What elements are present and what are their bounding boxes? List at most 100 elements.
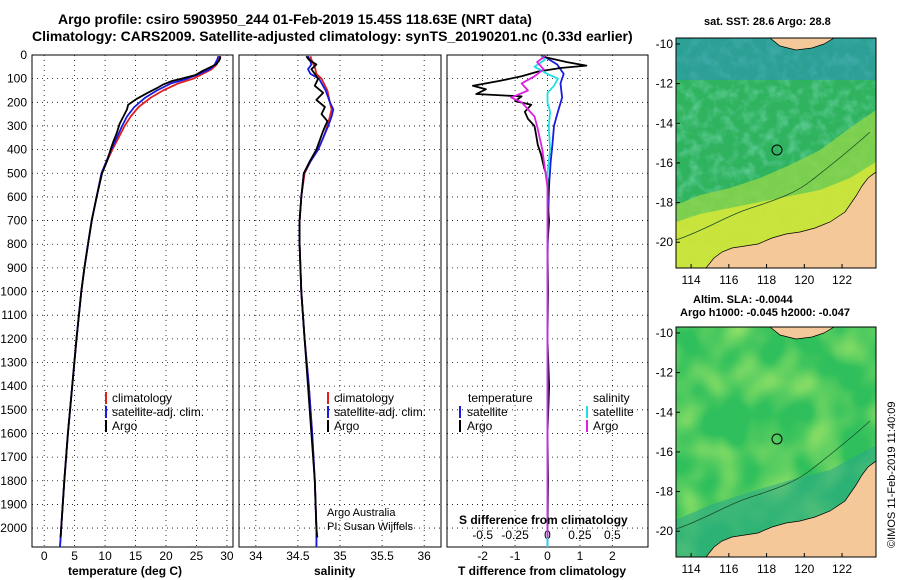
map-axes: 114 116 118 120 122 -10 -12 -14 -16 -18 -20 114 116 1… xyxy=(656,37,853,576)
sla-profile-location xyxy=(771,433,783,445)
legend-satellite-label: satellite-adj. clim. xyxy=(112,405,204,419)
legend-t-argo-label: Argo xyxy=(467,419,493,433)
x-tick-label: 20 xyxy=(159,549,173,563)
map-y-tick-label: -16 xyxy=(656,156,674,170)
map-y-tick-label: -20 xyxy=(656,235,674,249)
depth-tick-label: 1400 xyxy=(0,379,27,393)
x-tick-label: 0 xyxy=(41,549,48,563)
x-tick-label: 36 xyxy=(417,549,431,563)
map-y-tick-label: -12 xyxy=(656,77,674,91)
depth-tick-label: 2000 xyxy=(0,521,27,535)
map-y-tick-label: -18 xyxy=(656,485,674,499)
sst-cool-band xyxy=(676,38,876,80)
map-y-tick-label: -12 xyxy=(656,366,674,380)
depth-tick-label: 1800 xyxy=(0,474,27,488)
depth-tick-label: 700 xyxy=(7,214,27,228)
legend-s-satellite-label: satellite xyxy=(593,405,634,419)
map-x-tick-label: 122 xyxy=(832,562,852,576)
x-tick-label: 5 xyxy=(71,549,78,563)
sla-map xyxy=(676,327,876,557)
legend-t-satellite-label: satellite xyxy=(467,405,508,419)
x-tick-label: 1 xyxy=(577,549,584,563)
s-diff-tick-label: 0.5 xyxy=(604,528,621,542)
depth-tick-label: 1500 xyxy=(0,403,27,417)
map-y-tick-label: -10 xyxy=(656,37,674,51)
x-tick-label: 35 xyxy=(333,549,347,563)
x-tick-label: 34.5 xyxy=(286,549,310,563)
salinity-xlabel: salinity xyxy=(314,564,356,578)
credit-line1: Argo Australia xyxy=(327,507,396,519)
map-y-tick-label: -20 xyxy=(656,524,674,538)
depth-tick-label: 900 xyxy=(7,261,27,275)
s-diff-tick-label: -0.5 xyxy=(472,528,493,542)
sla-isobath xyxy=(676,420,871,530)
map-x-tick-label: 118 xyxy=(757,273,776,287)
depth-tick-label: 1300 xyxy=(0,356,27,370)
sla-map-title-line1: Altim. SLA: -0.0044 xyxy=(693,294,794,306)
legend-salinity-heading: salinity xyxy=(593,391,630,405)
map-x-tick-label: 118 xyxy=(757,562,776,576)
legend-temperature: climatology satellite-adj. clim. Argo xyxy=(105,391,204,433)
sst-map-title: sat. SST: 28.6 Argo: 28.8 xyxy=(704,16,831,28)
x-tick-label: 34 xyxy=(249,549,263,563)
sla-coastline xyxy=(705,460,876,557)
sla-map-title-line2: Argo h1000: -0.045 h2000: -0.047 xyxy=(680,307,850,319)
sla-north-land xyxy=(769,327,835,340)
map-x-tick-label: 116 xyxy=(719,562,738,576)
depth-tick-label: 300 xyxy=(7,119,27,133)
depth-tick-label: 0 xyxy=(20,48,27,62)
map-x-tick-label: 122 xyxy=(832,273,852,287)
legend-temperature-heading: temperature xyxy=(468,391,533,405)
legend-satellite-label: satellite-adj. clim. xyxy=(334,405,426,419)
x-tick-label: 25 xyxy=(190,549,204,563)
legend-climatology-label: climatology xyxy=(112,391,172,405)
s-diff-tick-label: 0.25 xyxy=(568,528,592,542)
depth-tick-label: 1200 xyxy=(0,332,27,346)
depth-tick-label: 1100 xyxy=(1,308,27,322)
map-x-tick-label: 120 xyxy=(794,273,814,287)
series-argo xyxy=(59,55,222,538)
map-x-tick-label: 114 xyxy=(682,273,701,287)
x-tick-label: -1 xyxy=(510,549,521,563)
legend-argo-label: Argo xyxy=(112,419,138,433)
temperature-panel xyxy=(31,54,234,548)
series-argo xyxy=(298,55,329,538)
legend-climatology-label: climatology xyxy=(334,391,394,405)
x-tick-label: 30 xyxy=(220,549,234,563)
map-y-tick-label: -14 xyxy=(656,405,674,419)
depth-tick-label: 800 xyxy=(7,237,27,251)
x-tick-label: 35.5 xyxy=(370,549,394,563)
sst-profile-location xyxy=(771,144,783,156)
map-y-tick-label: -18 xyxy=(656,196,674,210)
depth-tick-label: 200 xyxy=(7,95,27,109)
map-y-tick-label: -16 xyxy=(656,445,674,459)
x-tick-label: 2 xyxy=(609,549,616,563)
depth-tick-label: 1900 xyxy=(0,497,27,511)
sst-coastline xyxy=(705,171,876,268)
map-x-tick-label: 120 xyxy=(794,562,814,576)
credit-line2: PI: Susan Wijffels xyxy=(327,521,413,533)
salinity-diff-xlabel: S difference from climatology xyxy=(459,513,628,527)
legend-difference: temperature satellite Argo salinity sate… xyxy=(459,391,634,433)
x-axes: 0 5 10 15 20 25 30 34 34.5 35 35.5 36 -2 -1 0 1 2 -0.5 -0.… xyxy=(41,528,621,563)
s-diff-tick-label: -0.25 xyxy=(501,528,529,542)
map-y-tick-label: -14 xyxy=(656,116,674,130)
profile-series xyxy=(59,55,588,547)
x-tick-label: 0 xyxy=(544,549,551,563)
sst-map xyxy=(676,38,876,268)
difference-xlabel: T difference from climatology xyxy=(458,564,626,578)
depth-tick-label: 500 xyxy=(7,166,27,180)
map-y-tick-label: -10 xyxy=(656,326,674,340)
depth-tick-label: 400 xyxy=(7,143,27,157)
temperature-xlabel: temperature (deg C) xyxy=(68,564,182,578)
x-tick-label: 10 xyxy=(98,549,112,563)
legend-salinity: climatology satellite-adj. clim. Argo xyxy=(327,391,426,433)
figure-title-line2: Climatology: CARS2009. Satellite-adjuste… xyxy=(32,28,633,44)
x-tick-label: -2 xyxy=(477,549,488,563)
watermark: ©IMOS 11-Feb-2019 11:40:09 xyxy=(886,401,898,548)
depth-tick-label: 1600 xyxy=(0,426,27,440)
figure-title-line1: Argo profile: csiro 5903950_244 01-Feb-2… xyxy=(58,11,532,27)
sst-map-frame xyxy=(675,37,877,269)
depth-tick-label: 1000 xyxy=(0,285,27,299)
